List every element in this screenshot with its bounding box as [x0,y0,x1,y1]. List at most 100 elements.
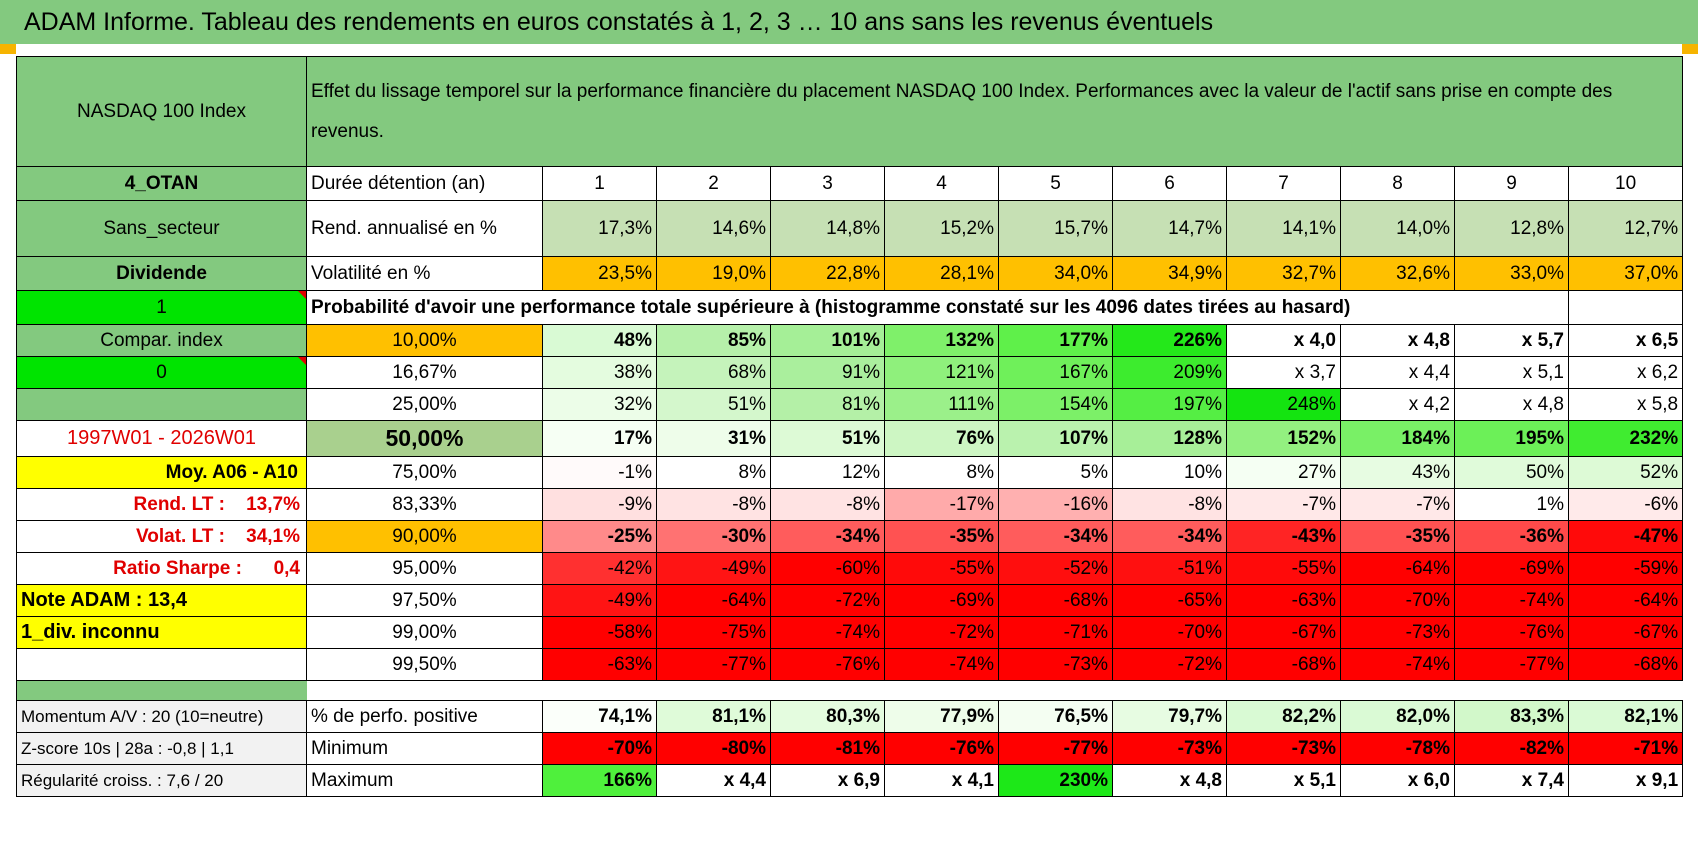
row-label-left: 0 [16,356,307,389]
positive-value: 74,1% [542,700,657,733]
quantile-value: -9% [542,488,657,521]
minimum-value: -82% [1454,732,1569,765]
quantile-value: -70% [1112,616,1227,649]
quantile-value: -59% [1567,552,1684,585]
maximum-value: x 4,4 [656,764,771,797]
quantile-value: 167% [998,356,1113,389]
quantile-value: 43% [1340,456,1455,489]
quantile-value: -35% [1340,520,1455,553]
quantile-value: x 5,7 [1454,324,1569,357]
quantile-value: 52% [1567,456,1684,489]
return-value: 14,1% [1226,200,1341,257]
quantile-value: -74% [884,648,999,681]
quantile-value: -63% [542,648,657,681]
quantile-value: -43% [1226,520,1341,553]
row-label: Maximum [306,764,543,797]
quantile-value: -16% [998,488,1113,521]
quantile-value: x 3,7 [1226,356,1341,389]
quantile-label: 90,00% [306,520,543,553]
quantile-row: 1_div. inconnu 99,00% -58% -75% -74% -72… [16,616,1684,649]
duration-value: 5 [998,166,1113,201]
row-label: Volatilité en % [306,256,543,291]
return-value: 12,7% [1567,200,1684,257]
probability-caption: Probabilité d'avoir une performance tota… [306,290,1455,325]
quantile-row: 99,50% -63% -77% -76% -74% -73% -72% -68… [16,648,1684,681]
quantile-value: -42% [542,552,657,585]
volatility-value: 32,7% [1226,256,1341,291]
quantile-value: 132% [884,324,999,357]
volatility-value: 34,9% [1112,256,1227,291]
row-label-left: 4_OTAN [16,166,307,201]
volatility-value: 22,8% [770,256,885,291]
quantile-value: 91% [770,356,885,389]
quantile-value: -8% [656,488,771,521]
quantile-value: -55% [1226,552,1341,585]
sharpe-ratio: Ratio Sharpe : 0,4 [16,552,307,585]
maximum-value: 166% [542,764,657,797]
quantile-value: -65% [1112,584,1227,617]
quantile-value: 12% [770,456,885,489]
duration-row: 4_OTAN Durée détention (an) 1 2 3 4 5 6 … [16,166,1684,201]
quantile-value: -72% [770,584,885,617]
minimum-value: -70% [542,732,657,765]
quantile-value: -7% [1226,488,1341,521]
quantile-value: -77% [1454,648,1569,681]
quantile-value: -34% [770,520,885,553]
maximum-value: x 6,0 [1340,764,1455,797]
quantile-value: 76% [884,420,999,457]
positive-value: 80,3% [770,700,885,733]
quantile-value: 184% [1340,420,1455,457]
separator-cell [306,680,1683,701]
quantile-value: -63% [1226,584,1341,617]
quantile-value: x 4,4 [1340,356,1455,389]
minimum-value: -80% [656,732,771,765]
positive-value: 79,7% [1112,700,1227,733]
duration-value: 3 [770,166,885,201]
quantile-value: -47% [1567,520,1684,553]
return-value: 15,7% [998,200,1113,257]
quantile-value: 51% [770,420,885,457]
quantile-value: 154% [998,388,1113,421]
quantile-value: -58% [542,616,657,649]
minimum-value: -73% [1226,732,1341,765]
volatility-value: 32,6% [1340,256,1455,291]
quantile-value: -30% [656,520,771,553]
quantile-value: 197% [1112,388,1227,421]
dividend-status: 1_div. inconnu [16,616,307,649]
maximum-value: x 6,9 [770,764,885,797]
quantile-value: -64% [1567,584,1684,617]
right-edge-marker [1682,44,1698,54]
quantile-value: 248% [1226,388,1341,421]
minimum-value: -73% [1112,732,1227,765]
return-value: 14,0% [1340,200,1455,257]
quantile-value: -49% [542,584,657,617]
momentum-label: Momentum A/V : 20 (10=neutre) [16,700,307,733]
quantile-label: 97,50% [306,584,543,617]
quantile-value: -35% [884,520,999,553]
quantile-value: -74% [770,616,885,649]
return-value: 14,8% [770,200,885,257]
quantile-row: Rend. LT : 13,7% 83,33% -9% -8% -8% -17%… [16,488,1684,521]
row-label-left [16,388,307,421]
quantile-row: Ratio Sharpe : 0,4 95,00% -42% -49% -60%… [16,552,1684,585]
quantile-value: -75% [656,616,771,649]
quantile-label: 75,00% [306,456,543,489]
quantile-value: 51% [656,388,771,421]
quantile-value: -8% [770,488,885,521]
row-label: Durée détention (an) [306,166,543,201]
z-score-label: Z-score 10s | 28a : -0,8 | 1,1 [16,732,307,765]
duration-value: 2 [656,166,771,201]
quantile-value: x 4,0 [1226,324,1341,357]
quantile-label: 95,00% [306,552,543,585]
quantile-value: 50% [1454,456,1569,489]
quantile-value: -67% [1567,616,1684,649]
quantile-value: 101% [770,324,885,357]
quantile-value: -6% [1567,488,1684,521]
maximum-value: 230% [998,764,1113,797]
quantile-value: 209% [1112,356,1227,389]
quantile-value: x 4,2 [1340,388,1455,421]
quantile-value: -55% [884,552,999,585]
quantile-value: -25% [542,520,657,553]
left-edge-marker [0,44,16,54]
volatility-value: 19,0% [656,256,771,291]
